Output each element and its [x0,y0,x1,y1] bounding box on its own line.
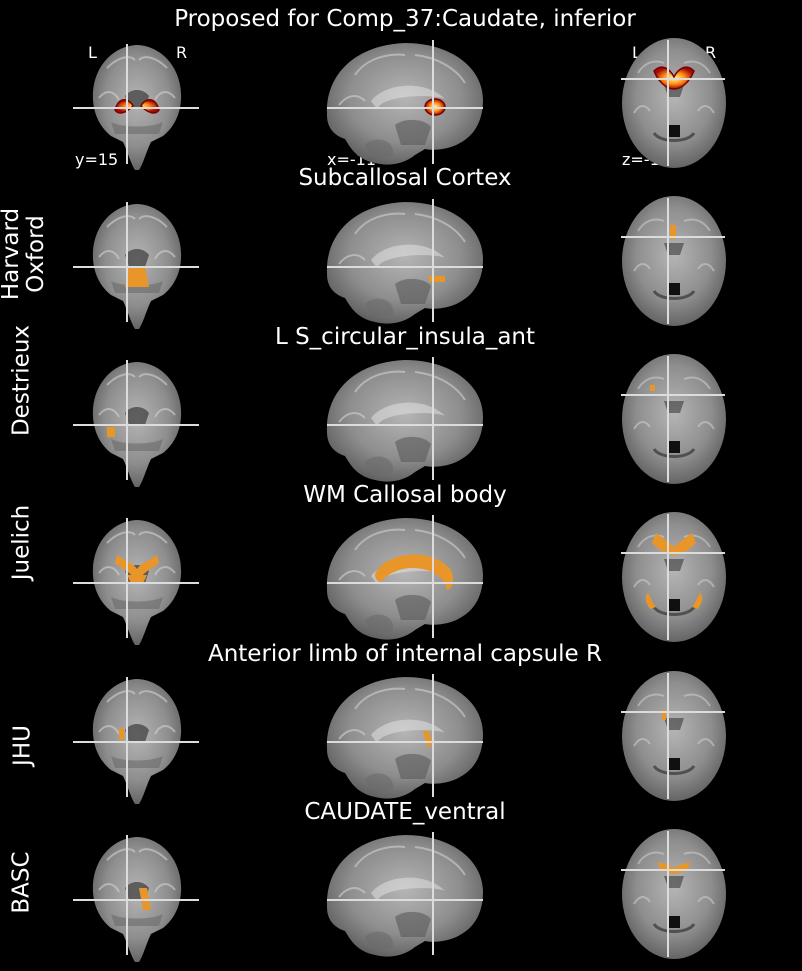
coronal-slice-harvard-oxford [91,203,183,330]
region-title-jhu: Anterior limb of internal capsule R [207,641,603,667]
orientation-left-coronal: L [88,43,97,62]
sagittal-slice-juelich [325,517,484,641]
sagittal-slice-basc [325,834,484,958]
axial-slice-harvard-oxford [620,194,728,328]
sagittal-slice-row1 [325,42,484,166]
region-title-basc: CAUDATE_ventral [304,799,506,825]
region-title-destrieux: L S_circular_insula_ant [274,324,536,350]
axial-slice-juelich [620,510,728,644]
orientation-right-axial: R [705,43,717,62]
orientation-right-coronal: R [176,43,188,62]
sagittal-slice-destrieux [325,359,484,483]
coronal-slice-destrieux [91,361,183,488]
figure-title: Proposed for Comp_37:Caudate, inferior [174,6,636,32]
axial-slice-row1 [620,36,728,170]
region-title-harvard-oxford: Subcallosal Cortex [298,165,512,191]
coord-y-label: y=15 [75,150,119,169]
region-title-juelich: WM Callosal body [303,482,507,508]
sagittal-slice-jhu [325,676,484,800]
orientation-left-axial: L [632,43,641,62]
sagittal-slice-harvard-oxford [325,201,484,325]
axial-slice-basc [620,827,728,961]
axial-slice-jhu [620,669,728,803]
axial-slice-destrieux [620,352,728,486]
coronal-slice-jhu [91,678,183,805]
